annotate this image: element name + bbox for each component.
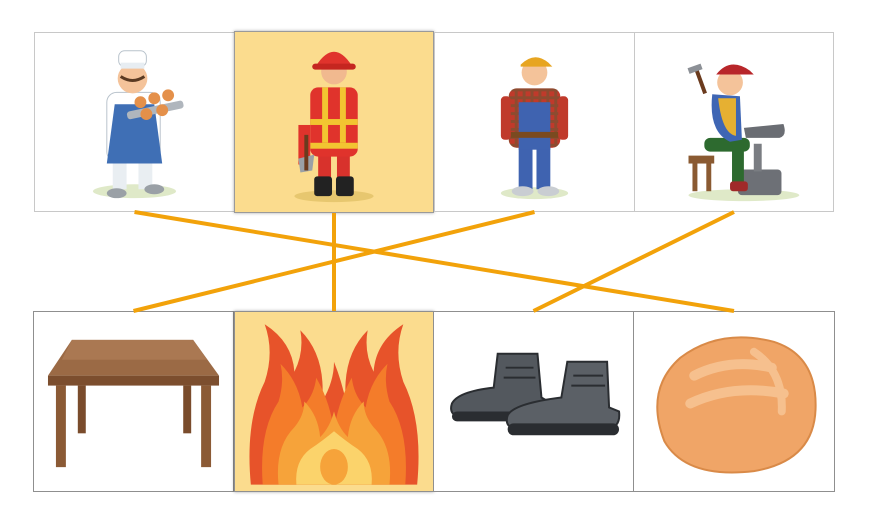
shoemaker-icon bbox=[687, 63, 800, 202]
firefighter-icon bbox=[294, 51, 374, 203]
card-baker[interactable] bbox=[34, 32, 235, 212]
table-icon bbox=[47, 339, 220, 468]
card-firefighter[interactable] bbox=[234, 31, 434, 213]
card-boots[interactable] bbox=[433, 311, 634, 492]
match-line-baker-bread bbox=[134, 210, 735, 313]
card-shoemaker[interactable] bbox=[634, 32, 834, 212]
bread-icon bbox=[656, 336, 817, 474]
card-carpenter[interactable] bbox=[434, 32, 635, 212]
carpenter-icon bbox=[500, 57, 569, 200]
card-bread[interactable] bbox=[633, 311, 835, 492]
fire-icon bbox=[249, 324, 419, 485]
boots-icon bbox=[450, 352, 621, 436]
match-line-shoemaker-boots bbox=[532, 210, 735, 313]
baker-icon bbox=[92, 50, 184, 199]
match-line-carpenter-table bbox=[133, 210, 535, 313]
card-table[interactable] bbox=[33, 311, 234, 492]
card-fire[interactable] bbox=[234, 311, 434, 492]
